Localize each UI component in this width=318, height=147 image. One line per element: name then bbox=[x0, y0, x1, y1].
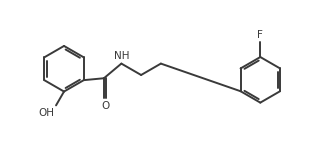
Text: NH: NH bbox=[114, 51, 130, 61]
Text: O: O bbox=[101, 101, 109, 111]
Text: OH: OH bbox=[38, 108, 54, 118]
Text: F: F bbox=[257, 30, 263, 40]
